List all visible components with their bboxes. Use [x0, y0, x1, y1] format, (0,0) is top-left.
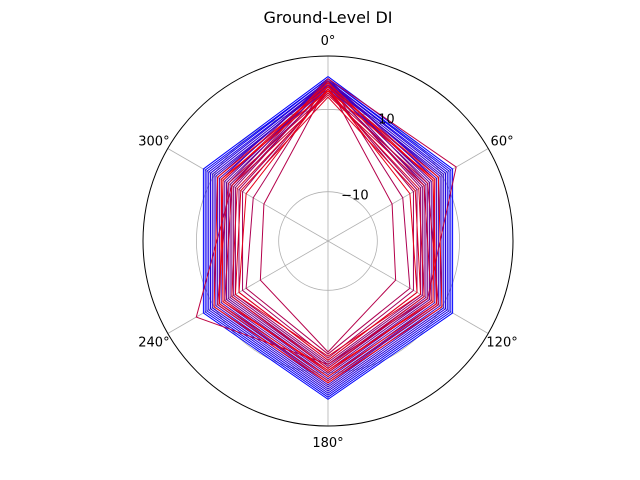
series-line	[231, 92, 425, 370]
series-line	[242, 88, 414, 359]
series-line	[208, 80, 448, 394]
series-line	[245, 80, 411, 355]
theta-tick-label: 300°	[138, 135, 169, 150]
series-line	[202, 76, 454, 400]
series-line	[238, 88, 418, 361]
polar-frame	[142, 55, 514, 427]
series-line	[218, 82, 438, 378]
series-line	[220, 90, 436, 372]
label-layer: 0° 60° 120° 180° 240° 300° −10 10	[138, 34, 517, 451]
theta-gridline	[167, 148, 329, 242]
series-line	[213, 86, 443, 384]
series-line	[215, 82, 441, 386]
series-line	[234, 96, 422, 357]
series-line	[224, 82, 432, 376]
series-line	[204, 78, 452, 398]
series-line	[213, 84, 443, 388]
series-line	[210, 80, 446, 392]
theta-tick-label: 60°	[491, 135, 514, 150]
theta-gridline	[327, 240, 489, 334]
r-tick-label: 10	[378, 112, 395, 127]
theta-gridline	[167, 240, 329, 334]
theta-tick-label: 120°	[486, 336, 517, 351]
theta-gridline	[327, 148, 489, 242]
series-line	[224, 94, 432, 374]
series-line	[211, 82, 445, 390]
series-line	[206, 78, 450, 396]
series-line	[217, 92, 439, 382]
series-layer	[195, 76, 457, 400]
series-line	[234, 84, 422, 363]
theta-tick-label: 180°	[312, 436, 343, 451]
chart-title: Ground-Level DI	[264, 8, 393, 27]
series-line	[259, 84, 397, 353]
r-tick-label: −10	[341, 188, 368, 203]
theta-tick-label: 240°	[138, 336, 169, 351]
theta-tick-label: 0°	[321, 34, 336, 49]
